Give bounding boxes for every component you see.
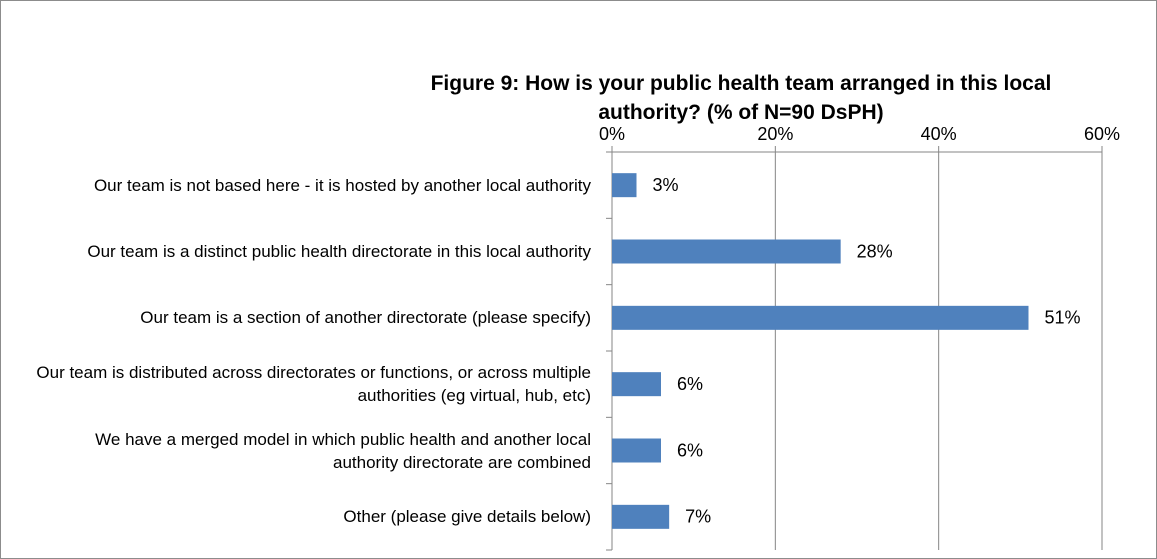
bar xyxy=(612,305,1029,330)
value-label: 6% xyxy=(677,440,703,460)
value-label: 51% xyxy=(1045,308,1081,328)
value-label: 6% xyxy=(677,374,703,394)
value-label: 7% xyxy=(685,507,711,527)
chart-title: Figure 9: How is your public health team… xyxy=(430,72,1052,124)
category-label: Other (please give details below) xyxy=(343,507,591,527)
category-label: Our team is not based here - it is hoste… xyxy=(93,175,591,195)
x-tick-label: 60% xyxy=(1084,124,1120,144)
x-tick-label: 20% xyxy=(757,124,793,144)
bar xyxy=(612,239,841,264)
bar xyxy=(612,504,670,529)
bar xyxy=(612,372,661,397)
value-label: 3% xyxy=(653,175,679,195)
value-label: 28% xyxy=(857,241,893,261)
x-tick-label: 40% xyxy=(921,124,957,144)
bar xyxy=(612,438,661,463)
category-label: Our team is a distinct public health dir… xyxy=(87,242,591,261)
x-tick-label: 0% xyxy=(599,124,625,144)
category-label: Our team is distributed across directora… xyxy=(36,363,591,406)
category-label: Our team is a section of another directo… xyxy=(140,308,591,328)
category-label: We have a merged model in which public h… xyxy=(95,429,591,472)
bar xyxy=(612,173,637,198)
